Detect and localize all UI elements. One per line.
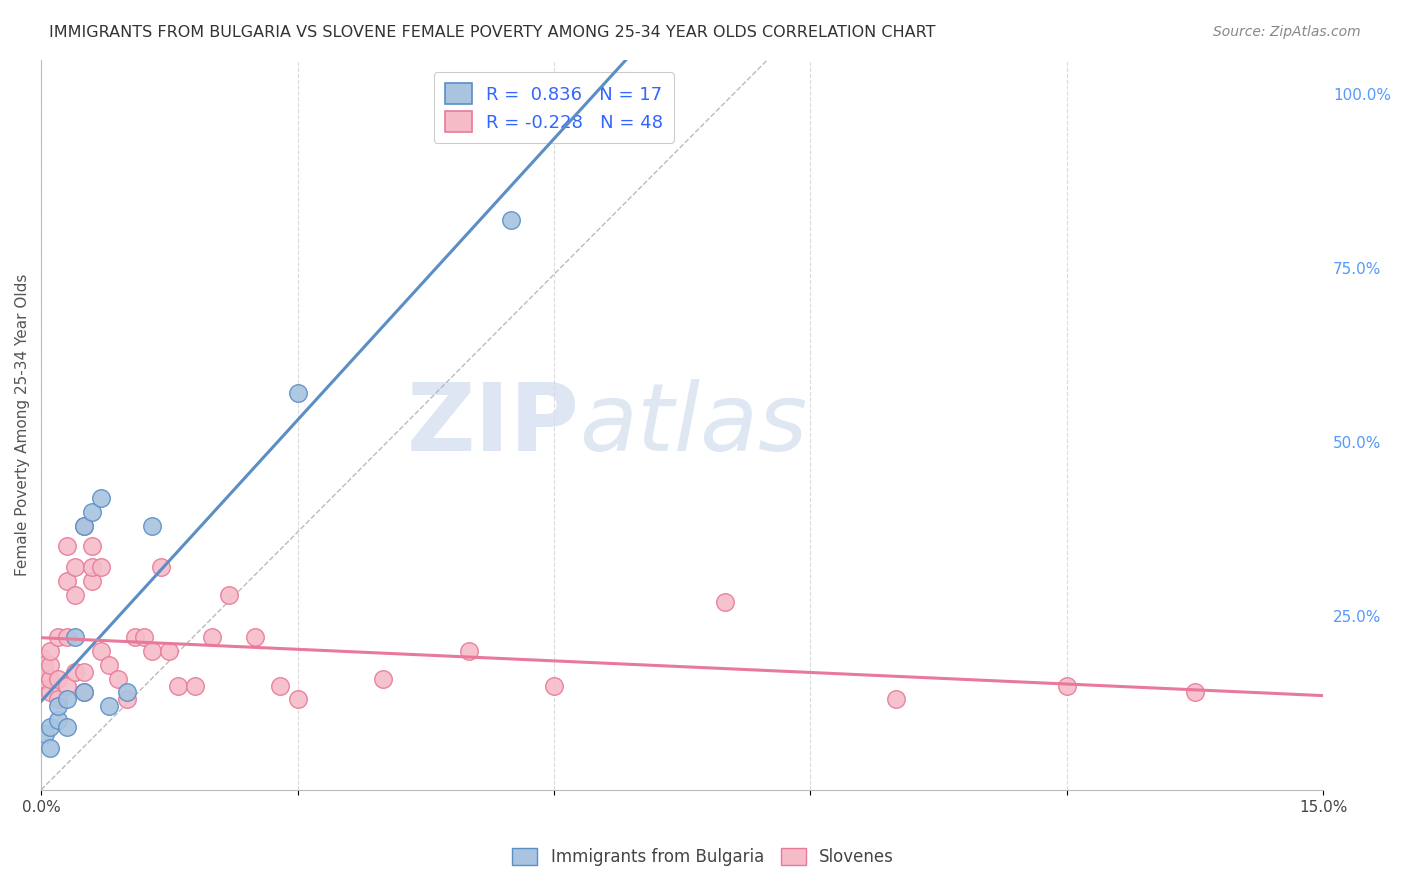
Text: ZIP: ZIP [406,379,579,471]
Point [38,720,60,734]
Point [149,560,172,574]
Point [38,657,60,672]
Point [115,685,138,699]
Point [90,644,112,658]
Point [38,741,60,756]
Point [34,727,56,741]
Point [107,672,129,686]
Point [65,588,87,602]
Point [98,699,121,714]
Point [457,644,479,658]
Point [73,518,96,533]
Point [65,665,87,679]
Point [884,692,907,706]
Point [201,630,224,644]
Point [38,685,60,699]
Point [38,644,60,658]
Point [46,699,69,714]
Point [82,560,104,574]
Point [55,630,77,644]
Point [32,657,55,672]
Point [141,644,163,658]
Point [141,518,163,533]
Point [1184,685,1206,699]
Point [55,692,77,706]
Point [46,630,69,644]
Point [269,679,291,693]
Point [115,692,138,706]
Point [1056,679,1078,693]
Point [55,720,77,734]
Point [65,560,87,574]
Point [90,491,112,505]
Point [90,560,112,574]
Point [124,630,146,644]
Text: IMMIGRANTS FROM BULGARIA VS SLOVENE FEMALE POVERTY AMONG 25-34 YEAR OLDS CORRELA: IMMIGRANTS FROM BULGARIA VS SLOVENE FEMA… [49,25,936,40]
Point [243,630,266,644]
Text: Source: ZipAtlas.com: Source: ZipAtlas.com [1213,25,1361,39]
Point [82,574,104,589]
Point [167,679,190,693]
Point [46,692,69,706]
Point [46,672,69,686]
Point [73,518,96,533]
Point [46,714,69,728]
Point [157,644,180,658]
Point [31,672,53,686]
Point [543,679,565,693]
Point [371,672,394,686]
Text: atlas: atlas [579,379,808,470]
Point [73,665,96,679]
Point [132,630,155,644]
Point [82,505,104,519]
Legend: R =  0.836   N = 17, R = -0.228   N = 48: R = 0.836 N = 17, R = -0.228 N = 48 [434,72,673,143]
Point [55,679,77,693]
Point [287,692,309,706]
Point [98,657,121,672]
Point [31,650,53,665]
Y-axis label: Female Poverty Among 25-34 Year Olds: Female Poverty Among 25-34 Year Olds [15,274,30,576]
Point [34,665,56,679]
Point [73,685,96,699]
Point [218,588,240,602]
Point [714,595,737,609]
Point [55,540,77,554]
Point [184,679,207,693]
Point [55,574,77,589]
Point [73,685,96,699]
Point [82,540,104,554]
Point [501,212,523,227]
Point [287,386,309,401]
Point [65,630,87,644]
Legend: Immigrants from Bulgaria, Slovenes: Immigrants from Bulgaria, Slovenes [506,841,900,873]
Point [38,672,60,686]
